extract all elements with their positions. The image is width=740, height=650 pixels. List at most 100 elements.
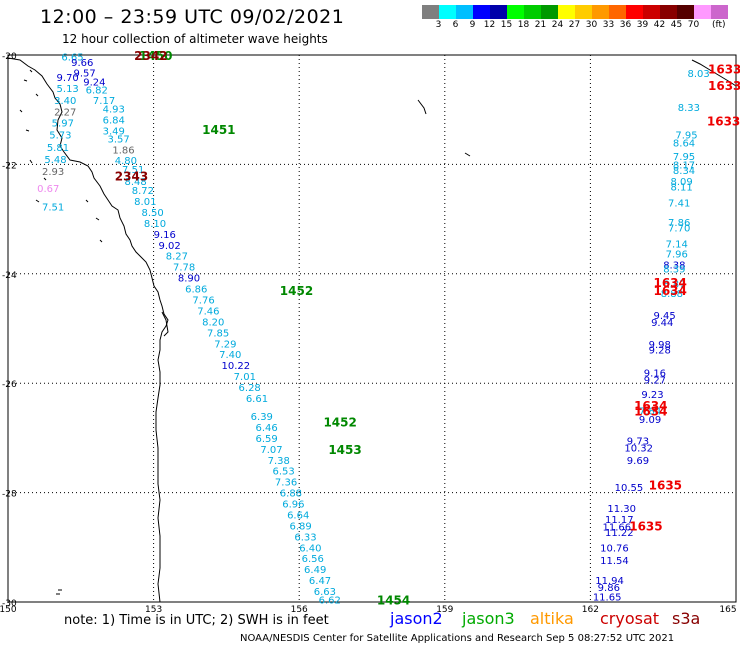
wave-height-reading: 8.10 <box>144 219 166 230</box>
pass-number-label: 1634 <box>634 405 667 419</box>
wave-height-reading: 2.93 <box>42 167 64 178</box>
scale-label: 24 <box>551 20 564 30</box>
wave-height-reading: 8.72 <box>132 186 154 197</box>
scale-swatch <box>473 5 490 19</box>
wave-height-reading: 9.57 <box>74 69 96 80</box>
pass-number-label: 1451 <box>202 123 235 137</box>
wave-height-reading: 8.38 <box>663 261 685 272</box>
scale-label: 39 <box>636 20 649 30</box>
wave-height-reading: 9.28 <box>649 345 671 356</box>
lat-lon-grid <box>8 55 736 602</box>
australia-coastline <box>7 57 169 603</box>
pass-number-label: 1633 <box>708 79 740 93</box>
wave-height-reading: 6.46 <box>256 423 278 434</box>
pass-number-label: 1634 <box>653 276 686 290</box>
map-frame <box>7 54 737 603</box>
wave-height-reading: 9.86 <box>598 583 620 594</box>
wave-height-reading: 7.41 <box>668 199 690 210</box>
wave-height-reading: 8.09 <box>670 177 692 188</box>
scale-swatch <box>422 5 439 19</box>
wave-height-reading: 9.73 <box>627 437 649 448</box>
reef-marks <box>19 69 103 595</box>
pass-number-label: 2343 <box>115 169 148 183</box>
scale-label: 27 <box>568 20 581 30</box>
latitude-label: -30 <box>2 599 17 609</box>
wave-height-reading: 7.38 <box>268 456 290 467</box>
longitude-label: 153 <box>145 605 162 615</box>
wave-height-reading: 5.97 <box>52 118 74 129</box>
wave-height-reading: 6.40 <box>299 543 321 554</box>
wave-height-reading: 11.54 <box>600 556 629 567</box>
wave-height-reading: 8.27 <box>166 252 188 263</box>
wave-height-reading: 7.96 <box>666 250 688 261</box>
pass-number-label: 1635 <box>649 478 682 492</box>
wave-height-reading: 7.84 <box>639 407 661 418</box>
longitude-label: 150 <box>0 605 17 615</box>
wave-height-reading: 6.62 <box>319 595 341 606</box>
pass-number-label: 1634 <box>653 284 686 298</box>
color-scale-labels: 3 6 9 12 15 18 21 24 27 30 33 36 39 42 45 70 <box>430 20 728 30</box>
wave-height-reading: 6.64 <box>287 510 309 521</box>
wave-height-reading: 8.88 <box>661 289 683 300</box>
scale-swatch <box>694 5 711 19</box>
wave-height-reading: 11.22 <box>605 528 634 539</box>
longitude-label: 156 <box>291 605 308 615</box>
wave-height-reading: 11.66 <box>603 523 632 534</box>
wave-height-reading: 6.49 <box>304 565 326 576</box>
wave-height-reading: 7.07 <box>260 445 282 456</box>
wave-height-reading: 11.94 <box>595 576 624 587</box>
wave-height-reading: 6.33 <box>294 532 316 543</box>
wave-height-reading: 10.32 <box>624 444 653 455</box>
wave-height-reading: 7.76 <box>192 296 214 307</box>
map-subtitle: 12 hour collection of altimeter wave hei… <box>62 32 328 46</box>
wave-height-reading: 5.81 <box>47 143 69 154</box>
pass-number-label: 1454 <box>377 593 410 607</box>
wave-height-reading: 7.85 <box>207 328 229 339</box>
footer-note: note: 1) Time is in UTC; 2) SWH is in fe… <box>64 613 329 628</box>
scale-swatch <box>541 5 558 19</box>
wave-height-reading: 9.02 <box>158 241 180 252</box>
wave-height-reading: 7.86 <box>668 218 690 229</box>
scale-swatch <box>439 5 456 19</box>
scale-label: 36 <box>619 20 632 30</box>
scale-label: 30 <box>585 20 598 30</box>
wave-height-reading: 6.59 <box>256 434 278 445</box>
wave-height-reading: 8.01 <box>134 197 156 208</box>
wave-height-reading: 8.17 <box>673 160 695 171</box>
wave-height-reading: 7.95 <box>675 130 697 141</box>
scale-swatch <box>711 5 728 19</box>
wave-height-reading: 9.98 <box>649 340 671 351</box>
scale-swatch <box>660 5 677 19</box>
color-scale-swatches <box>422 5 728 19</box>
wave-height-reading: 7.51 <box>122 165 144 176</box>
legend-jason2: jason2 <box>390 609 443 628</box>
wave-height-reading: 8.48 <box>124 177 146 188</box>
wave-height-reading: 6.84 <box>103 116 125 127</box>
wave-height-reading: 7.78 <box>173 263 195 274</box>
scale-label: 21 <box>534 20 547 30</box>
pass-number-label: 2342 <box>134 49 167 63</box>
wave-height-reading: 9.16 <box>644 368 666 379</box>
wave-height-reading: 7.36 <box>275 478 297 489</box>
wave-height-reading: 8.90 <box>178 274 200 285</box>
pass-number-label: 1633 <box>707 115 740 129</box>
latitude-label: -28 <box>2 490 17 500</box>
wave-height-reading: 6.47 <box>309 576 331 587</box>
wave-height-reading: 7.70 <box>668 223 690 234</box>
wave-height-reading: 4.93 <box>103 105 125 116</box>
scale-label: 42 <box>653 20 666 30</box>
scale-label: 3 <box>435 20 442 30</box>
legend-jason3: jason3 <box>462 609 515 628</box>
new-caledonia-coast <box>691 59 737 87</box>
wave-height-reading: 7.95 <box>673 152 695 163</box>
wave-height-reading: 6.89 <box>289 521 311 532</box>
scale-swatch <box>507 5 524 19</box>
wave-height-reading: 3.40 <box>54 96 76 107</box>
wave-height-reading: 3.49 <box>103 126 125 137</box>
wave-height-reading: 7.29 <box>214 339 236 350</box>
wave-height-reading: 7.14 <box>666 240 688 251</box>
island-coast-1 <box>161 311 169 337</box>
island-coast-2 <box>417 99 427 115</box>
wave-height-reading: 6.39 <box>251 412 273 423</box>
